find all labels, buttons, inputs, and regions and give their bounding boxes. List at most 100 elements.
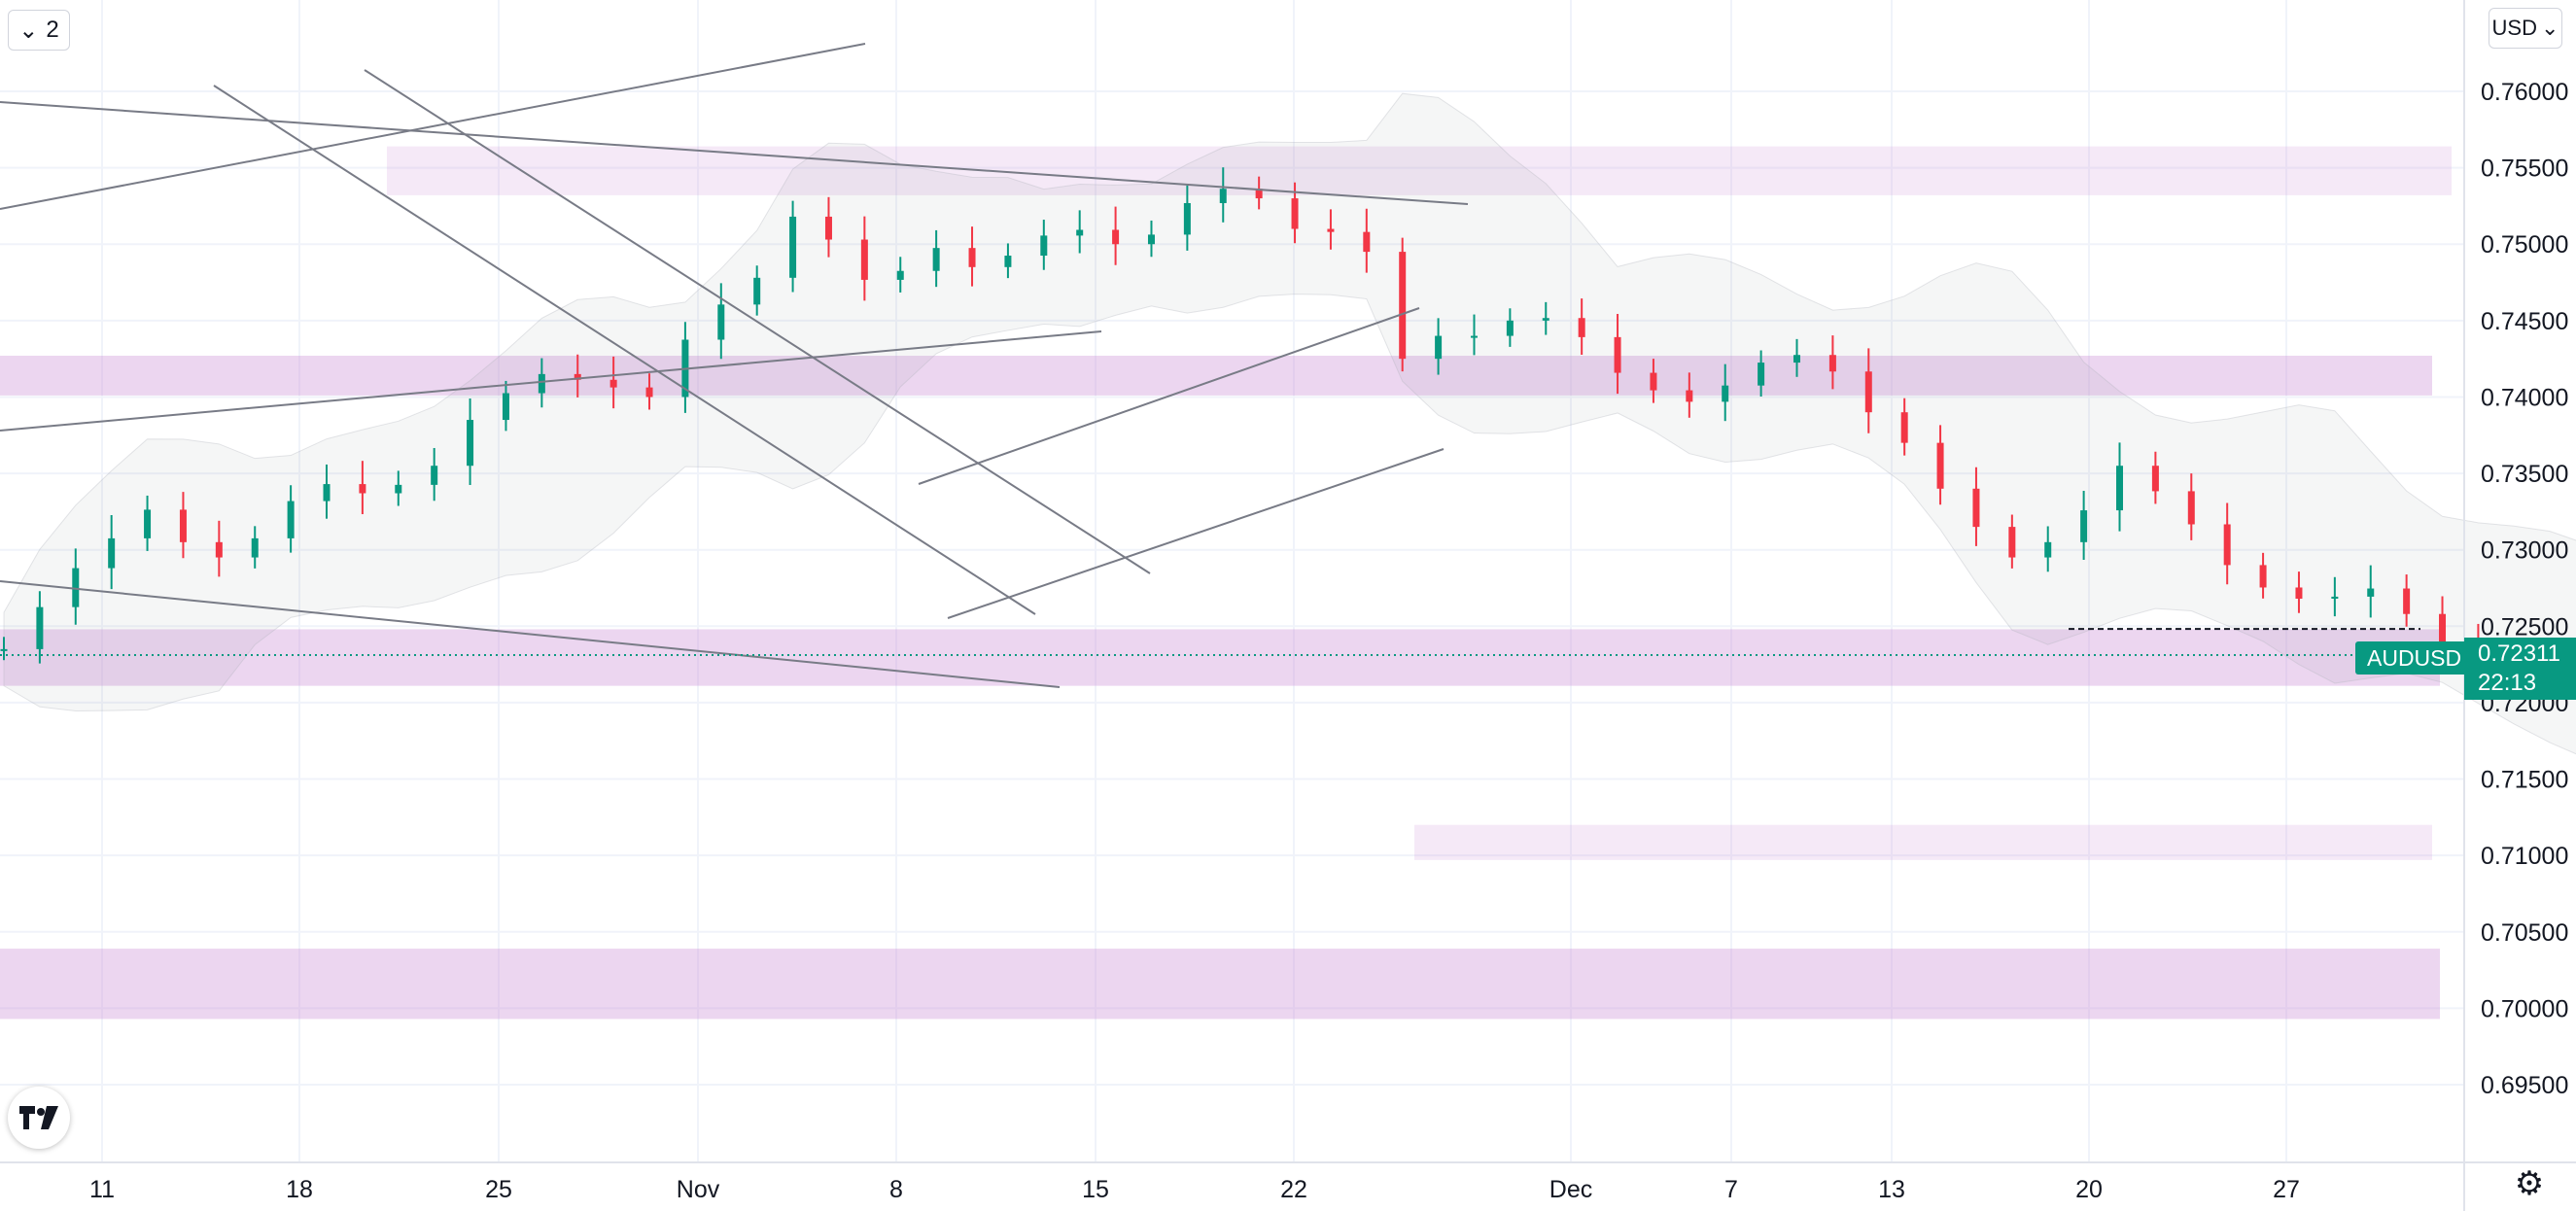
candle-body[interactable] (1112, 229, 1120, 245)
candle-body[interactable] (287, 501, 295, 538)
candle-body[interactable] (1793, 355, 1800, 363)
candle-body[interactable] (359, 484, 366, 494)
candle-body[interactable] (1470, 335, 1478, 338)
candle-body[interactable] (431, 466, 438, 485)
bar-countdown: 22:13 (2478, 670, 2537, 696)
candle-body[interactable] (2080, 510, 2088, 542)
candle-body[interactable] (1291, 198, 1299, 229)
time-tick-label: Nov (677, 1176, 720, 1203)
candle-body[interactable] (1399, 252, 1407, 360)
candle-body[interactable] (1650, 372, 1657, 391)
candle-body[interactable] (1435, 335, 1443, 360)
trendline[interactable] (0, 580, 1061, 688)
candle-body[interactable] (1219, 189, 1227, 203)
candle-body[interactable] (1542, 318, 1549, 321)
candle-body[interactable] (1363, 231, 1371, 253)
candle-body[interactable] (753, 277, 761, 305)
candle-body[interactable] (2259, 565, 2267, 588)
support-resistance-zone[interactable] (0, 356, 2432, 396)
candle-body[interactable] (0, 648, 8, 651)
candle-body[interactable] (609, 379, 617, 388)
candle-body[interactable] (1147, 234, 1155, 245)
support-resistance-zone[interactable] (0, 949, 2440, 1020)
candle-body[interactable] (323, 484, 331, 502)
candle-body[interactable] (1506, 320, 1514, 336)
candle-body[interactable] (2439, 613, 2447, 645)
support-resistance-zone[interactable] (1414, 824, 2432, 860)
layout-count: 2 (46, 17, 59, 43)
candle-body[interactable] (1972, 488, 1980, 528)
trendline[interactable] (947, 448, 1445, 619)
candle-body[interactable] (1327, 228, 1335, 232)
price-tick-label: 0.73000 (2481, 537, 2568, 565)
candle-body[interactable] (108, 537, 116, 569)
time-tick-label: 8 (889, 1176, 903, 1203)
candle-body[interactable] (860, 239, 868, 280)
candle-body[interactable] (144, 509, 152, 538)
currency-selector-button[interactable]: USD ⌄ (2489, 8, 2562, 49)
candle-body[interactable] (1578, 318, 1585, 337)
trendline[interactable] (364, 69, 1151, 574)
candle-body[interactable] (2008, 527, 2016, 558)
candle-body[interactable] (36, 606, 44, 649)
time-tick-label: 11 (89, 1176, 115, 1203)
candle-body[interactable] (2151, 466, 2159, 492)
candle-body[interactable] (2367, 588, 2375, 597)
candle-body[interactable] (574, 373, 581, 380)
candle-body[interactable] (2187, 491, 2195, 525)
candle-body[interactable] (251, 537, 259, 558)
candle-body[interactable] (1900, 412, 1908, 443)
candle-body[interactable] (1614, 336, 1621, 373)
chevron-down-icon: ⌄ (18, 17, 39, 44)
trendline[interactable] (0, 330, 1102, 432)
candle-body[interactable] (538, 373, 545, 394)
candle-body[interactable] (789, 216, 797, 278)
candle-body[interactable] (1828, 355, 1836, 372)
price-tick-label: 0.69500 (2481, 1072, 2568, 1099)
price-tick-label: 0.72500 (2481, 613, 2568, 640)
support-resistance-zone[interactable] (0, 629, 2440, 686)
candle-body[interactable] (2295, 587, 2303, 600)
candle-body[interactable] (179, 509, 187, 542)
candle-body[interactable] (824, 216, 832, 240)
candle-body[interactable] (1722, 385, 1729, 402)
candle-body[interactable] (1936, 442, 1944, 489)
candle-body[interactable] (395, 484, 402, 494)
symbol-badge: AUDUSD (2355, 641, 2474, 675)
candle-body[interactable] (717, 304, 725, 340)
candle-body[interactable] (645, 387, 653, 398)
candle-body[interactable] (1076, 229, 1084, 236)
candle-body[interactable] (1686, 390, 1693, 402)
gear-icon[interactable]: ⚙ (2514, 1165, 2545, 1202)
candle-body[interactable] (2403, 588, 2411, 614)
candle-body[interactable] (1864, 371, 1872, 413)
candle-body[interactable] (932, 248, 940, 271)
candle-body[interactable] (502, 393, 509, 421)
candle-body[interactable] (2116, 466, 2124, 511)
time-tick-label: 15 (1082, 1176, 1109, 1203)
candle-body[interactable] (1040, 235, 1048, 257)
trendline[interactable] (0, 43, 866, 210)
layout-selector-button[interactable]: ⌄ 2 (8, 10, 70, 51)
candle-body[interactable] (2044, 541, 2052, 558)
candle-body[interactable] (896, 270, 904, 280)
bollinger-band (3, 92, 2576, 755)
candle-body[interactable] (1758, 363, 1765, 386)
candle-body[interactable] (72, 568, 80, 607)
trendline[interactable] (0, 101, 1469, 205)
candle-body[interactable] (467, 420, 474, 467)
candle-body[interactable] (968, 248, 976, 267)
candle-body[interactable] (2223, 524, 2231, 566)
candle-body[interactable] (1004, 256, 1012, 267)
last-price-value: 0.72311 (2478, 640, 2560, 667)
candle-body[interactable] (1183, 202, 1191, 235)
support-resistance-zone[interactable] (387, 146, 2452, 195)
candle-body[interactable] (1255, 189, 1263, 199)
candle-body[interactable] (215, 541, 223, 558)
trendline[interactable] (918, 307, 1420, 485)
trendline[interactable] (213, 85, 1036, 615)
tradingview-logo[interactable] (8, 1087, 70, 1149)
candle-body[interactable] (2331, 596, 2339, 600)
